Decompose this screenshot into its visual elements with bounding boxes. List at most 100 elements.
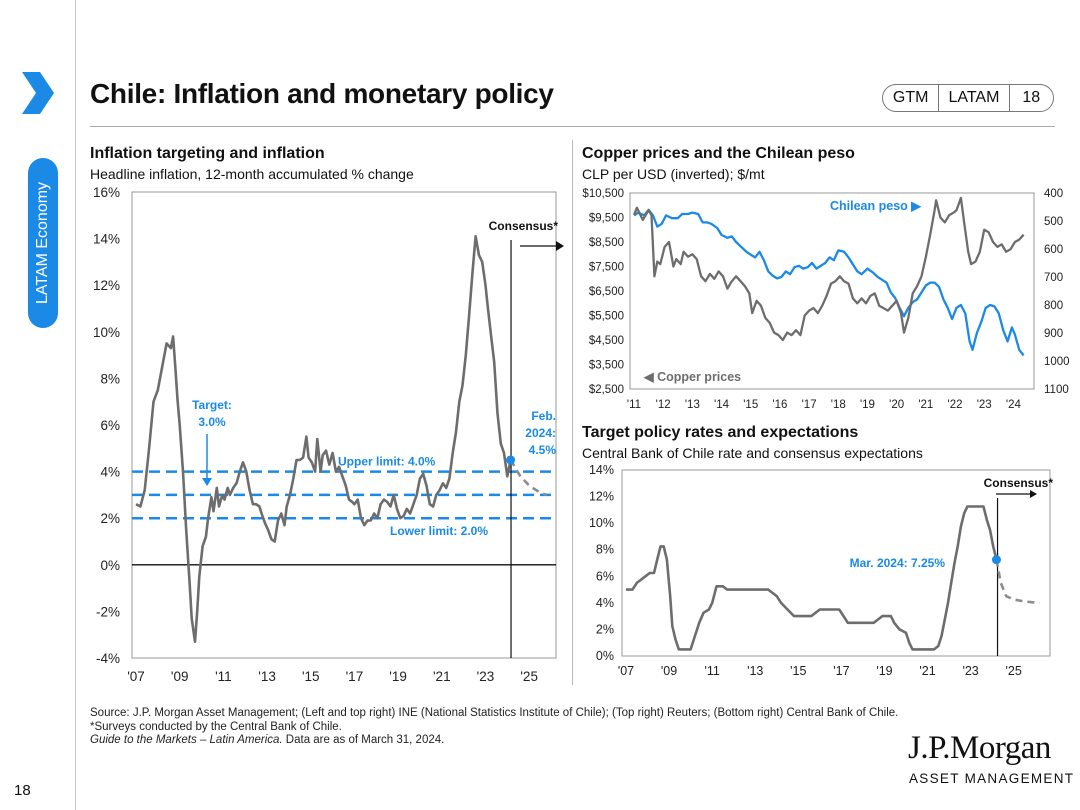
target-label-line1: Target: <box>192 398 232 412</box>
inflation-y-tick-label: 8% <box>100 371 120 386</box>
copper-x-tick-label: '22 <box>948 399 963 411</box>
copper-line <box>632 196 1025 342</box>
copper-x-tick-label: '23 <box>977 399 992 411</box>
inflation-y-tick-label: 2% <box>100 511 120 526</box>
section-tab-pill <box>28 158 58 328</box>
guide-badge: GTM LATAM 18 <box>882 84 1054 112</box>
copper-y-tick-label: $4,500 <box>589 335 624 347</box>
copper-x-tick-label: '20 <box>889 399 904 411</box>
inflation-x-tick-label: '13 <box>258 669 276 684</box>
inflation-last-point <box>506 455 516 465</box>
policy-y-tick-label: 8% <box>596 543 614 557</box>
policy-last-point <box>991 555 1001 565</box>
policy-rate-line <box>626 505 998 651</box>
target-label-line2: 3.0% <box>198 415 226 429</box>
peso-y-tick-label: 1100 <box>1044 384 1069 396</box>
asset-management-logo: ASSET MANAGEMENT <box>909 771 1075 786</box>
policy-last-point-label: Mar. 2024: 7.25% <box>850 556 946 570</box>
inflation-y-tick-label: 16% <box>93 185 120 200</box>
inflation-x-tick-label: '19 <box>389 669 407 684</box>
policy-y-tick-label: 2% <box>596 622 614 636</box>
upper-limit-label: Upper limit: 4.0% <box>338 455 436 469</box>
inflation-chart-title: Inflation targeting and inflation <box>90 145 325 162</box>
inflation-x-tick-label: '23 <box>477 669 495 684</box>
policy-plot-frame <box>621 469 1051 657</box>
page-number: 18 <box>14 782 31 799</box>
policy-x-tick-label: '13 <box>747 664 763 678</box>
header-divider <box>90 126 1055 127</box>
inflation-y-tick-label: 6% <box>100 418 120 433</box>
policy-consensus-arrow-head <box>1030 490 1037 498</box>
policy-consensus-line <box>995 559 1040 605</box>
inflation-y-tick-label: -2% <box>96 604 120 619</box>
inflation-x-tick-label: '09 <box>171 669 189 684</box>
inflation-y-tick-label: -4% <box>96 651 120 666</box>
policy-x-tick-label: '21 <box>919 664 935 678</box>
copper-y-tick-label: $3,500 <box>589 360 624 372</box>
policy-x-tick-label: '25 <box>1006 664 1022 678</box>
inflation-y-tick-label: 4% <box>100 465 120 480</box>
copper-x-tick-label: '24 <box>1006 399 1022 411</box>
chevron-right-icon[interactable] <box>20 70 56 116</box>
inflation-x-tick-label: '11 <box>215 669 232 684</box>
page-title: Chile: Inflation and monetary policy <box>90 78 554 109</box>
inflation-x-tick-label: '21 <box>433 669 451 684</box>
last-point-label-line2: 2024: <box>525 426 556 440</box>
policy-y-tick-label: 10% <box>589 516 614 530</box>
peso-line <box>633 208 1025 357</box>
inflation-x-tick-label: '17 <box>346 669 364 684</box>
inflation-x-tick-label: '15 <box>302 669 320 684</box>
inflation-y-tick-label: 14% <box>93 232 120 247</box>
peso-y-tick-label: 900 <box>1044 328 1063 340</box>
policy-x-tick-label: '19 <box>876 664 892 678</box>
guide-note: Guide to the Markets – Latin America. Da… <box>90 734 444 746</box>
policy-x-tick-label: '11 <box>704 664 719 678</box>
peso-y-tick-label: 700 <box>1044 272 1063 284</box>
guide-title: Guide to the Markets – Latin America. <box>90 734 283 746</box>
copper-x-tick-label: '13 <box>685 399 700 411</box>
copper-x-tick-label: '12 <box>656 399 671 411</box>
policy-y-tick-label: 4% <box>596 596 614 610</box>
policy-chart-title: Target policy rates and expectations <box>582 424 859 441</box>
inflation-line <box>135 235 512 643</box>
policy-chart-subtitle: Central Bank of Chile rate and consensus… <box>582 445 923 461</box>
badge-page: 18 <box>1022 89 1041 106</box>
inflation-y-tick-label: 10% <box>93 325 120 340</box>
last-point-label-line1: Feb. <box>531 409 556 423</box>
consensus-arrow-head <box>556 241 564 251</box>
copper-x-tick-label: '14 <box>714 399 730 411</box>
peso-y-tick-label: 1000 <box>1044 356 1070 368</box>
peso-y-tick-label: 500 <box>1044 216 1063 228</box>
lower-limit-label: Lower limit: 2.0% <box>390 524 488 538</box>
policy-consensus-label: Consensus* <box>984 476 1054 490</box>
badge-region: LATAM <box>939 85 1010 111</box>
copper-x-tick-label: '17 <box>802 399 817 411</box>
policy-x-tick-label: '17 <box>833 664 849 678</box>
peso-y-tick-label: 600 <box>1044 244 1063 256</box>
copper-x-tick-label: '21 <box>918 399 933 411</box>
copper-y-tick-label: $6,500 <box>589 286 624 298</box>
guide-date: Data are as of March 31, 2024. <box>282 734 445 746</box>
panel-divider <box>572 140 573 685</box>
copper-x-tick-label: '19 <box>860 399 875 411</box>
peso-y-tick-label: 800 <box>1044 300 1063 312</box>
copper-y-tick-label: $10,500 <box>582 188 624 200</box>
policy-x-tick-label: '23 <box>962 664 978 678</box>
inflation-x-tick-label: '07 <box>127 669 145 684</box>
target-arrow-head <box>202 478 212 486</box>
copper-plot-frame <box>629 192 1035 390</box>
policy-x-tick-label: '15 <box>790 664 806 678</box>
policy-y-tick-label: 12% <box>589 490 614 504</box>
inflation-y-tick-label: 0% <box>100 558 120 573</box>
copper-x-tick-label: '18 <box>831 399 846 411</box>
copper-chart-title: Copper prices and the Chilean peso <box>582 145 855 162</box>
inflation-x-tick-label: '25 <box>520 669 538 684</box>
jpmorgan-logo: J.P.Morgan <box>908 730 1051 766</box>
policy-y-tick-label: 14% <box>589 463 614 477</box>
last-point-label-line3: 4.5% <box>529 443 557 457</box>
copper-x-tick-label: '15 <box>743 399 758 411</box>
peso-y-tick-label: 400 <box>1044 188 1063 200</box>
